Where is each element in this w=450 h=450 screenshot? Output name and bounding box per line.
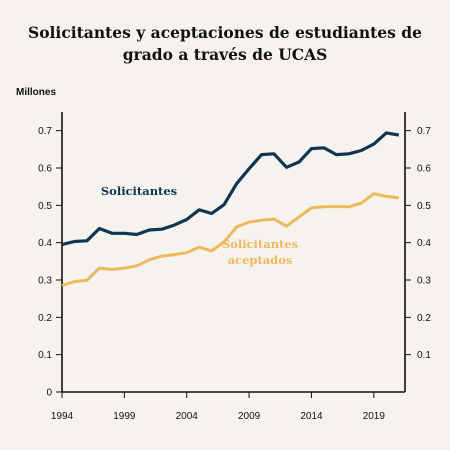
x-tick-label: 1999 — [113, 411, 136, 422]
y-tick-label-left: 0.3 — [38, 276, 52, 287]
y-tick-label-left: 0 — [46, 388, 52, 399]
x-tick-label: 2009 — [238, 411, 261, 422]
y-tick-label-right: 0.4 — [417, 238, 431, 249]
series-lines — [61, 131, 400, 288]
x-tick-label: 2014 — [300, 411, 323, 422]
series-label-aceptados: aceptados — [228, 253, 293, 267]
series-label-aceptados: Solicitantes — [222, 237, 298, 251]
y-tick-label-left: 0.6 — [38, 164, 52, 175]
x-tick-label: 1994 — [51, 411, 74, 422]
axes: 0 0.1 0.2 0.3 0.4 0.5 0.6 0.7 0.1 0.2 0.3 0.4 0.5 0.6… — [38, 112, 431, 422]
y-tick-label-right: 0.2 — [417, 313, 431, 324]
series-annotations: Solicitantes Solicitantes aceptados — [101, 184, 298, 267]
series-line-aceptados — [61, 192, 399, 288]
x-tick-label: 2004 — [176, 411, 199, 422]
y-axis-unit-label: Millones — [16, 87, 56, 98]
y-tick-label-right: 0.1 — [417, 350, 431, 361]
series-label-solicitantes: Solicitantes — [101, 184, 177, 198]
y-tick-label-left: 0.7 — [38, 126, 52, 137]
x-tick-label: 2019 — [363, 411, 386, 422]
y-tick-label-left: 0.4 — [38, 238, 52, 249]
chart-title-line-1: Solicitantes y aceptaciones de estudiant… — [28, 23, 422, 42]
chart-title-line-2: grado a través de UCAS — [122, 45, 328, 64]
y-tick-label-left: 0.5 — [38, 201, 52, 212]
y-tick-label-right: 0.7 — [417, 126, 431, 137]
y-tick-label-right: 0.3 — [417, 276, 431, 287]
y-tick-label-right: 0.6 — [417, 164, 431, 175]
y-tick-label-right: 0.5 — [417, 201, 431, 212]
y-tick-label-left: 0.1 — [38, 350, 52, 361]
series-line-solicitantes — [61, 131, 400, 247]
y-tick-label-left: 0.2 — [38, 313, 52, 324]
chart-title: Solicitantes y aceptaciones de estudiant… — [0, 22, 450, 66]
